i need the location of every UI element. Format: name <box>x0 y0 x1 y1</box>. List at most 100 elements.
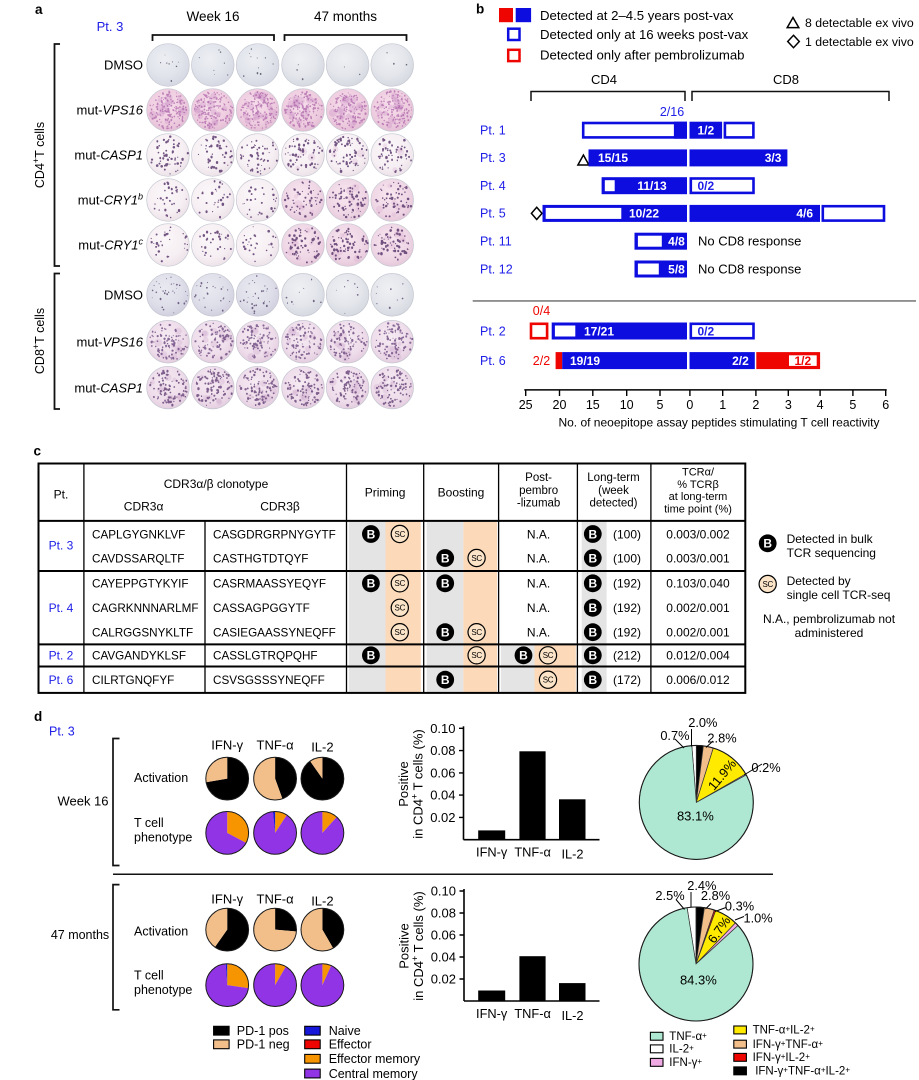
svg-text:4: 4 <box>817 398 824 412</box>
svg-text:0.002/0.001: 0.002/0.001 <box>666 626 730 640</box>
svg-text:IFN-γ: IFN-γ <box>211 892 243 907</box>
svg-text:CAYEPPGTYKYIF: CAYEPPGTYKYIF <box>92 578 189 591</box>
svg-text:PD-1 pos: PD-1 pos <box>237 1024 289 1038</box>
svg-text:Detected at 2–4.5 years post-v: Detected at 2–4.5 years post-vax <box>540 8 734 23</box>
svg-text:(100): (100) <box>613 527 641 541</box>
svg-text:2.4%: 2.4% <box>687 878 716 893</box>
svg-text:No. of neoepitope assay peptid: No. of neoepitope assay peptides stimula… <box>558 416 879 430</box>
svg-text:4/8: 4/8 <box>668 235 685 249</box>
svg-text:B: B <box>367 577 376 591</box>
svg-text:10/22: 10/22 <box>629 207 659 221</box>
svg-text:mut-CASP1: mut-CASP1 <box>74 380 143 395</box>
svg-text:SC: SC <box>395 530 406 539</box>
svg-text:detected): detected) <box>590 498 638 510</box>
svg-text:CD8: CD8 <box>773 72 799 87</box>
svg-text:CDR3α: CDR3α <box>124 500 164 514</box>
svg-text:N.A.: N.A. <box>527 577 550 591</box>
svg-text:0.02: 0.02 <box>430 810 455 825</box>
svg-text:c: c <box>34 444 42 459</box>
svg-text:Detected only at 16 weeks post: Detected only at 16 weeks post-vax <box>540 27 749 42</box>
svg-text:PD-1 neg: PD-1 neg <box>237 1038 290 1052</box>
svg-text:2.8%: 2.8% <box>701 888 730 903</box>
svg-text:SC: SC <box>762 580 773 589</box>
svg-text:Post-: Post- <box>525 472 552 484</box>
svg-text:2/2: 2/2 <box>533 354 550 368</box>
svg-text:IFN-γ+TNF-α+: IFN-γ+TNF-α+ <box>753 1039 824 1051</box>
svg-text:B: B <box>588 551 597 565</box>
svg-text:TNF-α+: TNF-α+ <box>669 1031 707 1043</box>
svg-text:0.06: 0.06 <box>430 765 455 780</box>
svg-text:CASTHGTDTQYF: CASTHGTDTQYF <box>213 552 308 565</box>
svg-text:CDR3β: CDR3β <box>260 500 300 514</box>
svg-text:CD8+T cells: CD8+T cells <box>31 308 47 374</box>
svg-text:Boosting: Boosting <box>438 486 485 500</box>
svg-text:Pt. 3: Pt. 3 <box>97 19 124 34</box>
svg-text:B: B <box>588 673 597 687</box>
svg-text:0.10: 0.10 <box>431 884 456 899</box>
svg-text:in CD4+ T cells (%): in CD4+ T cells (%) <box>410 891 426 1001</box>
svg-text:3: 3 <box>785 398 792 412</box>
svg-text:19/19: 19/19 <box>570 354 600 368</box>
svg-text:CASGDRGRPNYGYTF: CASGDRGRPNYGYTF <box>213 528 336 541</box>
svg-text:0.02: 0.02 <box>431 972 456 987</box>
svg-text:CD4+T cells: CD4+T cells <box>31 122 47 188</box>
svg-text:(192): (192) <box>613 577 641 591</box>
svg-text:B: B <box>367 649 376 663</box>
svg-text:Week 16: Week 16 <box>57 793 108 808</box>
svg-text:Detected by: Detected by <box>787 574 851 588</box>
svg-text:5: 5 <box>849 398 856 412</box>
svg-text:b: b <box>476 2 484 17</box>
svg-text:0.08: 0.08 <box>430 743 455 758</box>
svg-text:CAPLGYGNKLVF: CAPLGYGNKLVF <box>92 528 185 541</box>
svg-text:CASRMAASSYEQYF: CASRMAASSYEQYF <box>213 578 326 591</box>
svg-text:11/13: 11/13 <box>637 179 667 193</box>
svg-text:1/2: 1/2 <box>794 354 811 368</box>
svg-text:TCR sequencing: TCR sequencing <box>787 546 876 560</box>
svg-text:CASSLGTRQPQHF: CASSLGTRQPQHF <box>213 650 318 663</box>
svg-text:Pt. 4: Pt. 4 <box>480 179 506 193</box>
svg-text:1 detectable ex vivo: 1 detectable ex vivo <box>805 35 914 49</box>
svg-text:5: 5 <box>657 398 664 412</box>
svg-text:0.003/0.002: 0.003/0.002 <box>666 527 730 541</box>
svg-text:Pt.: Pt. <box>54 488 69 502</box>
svg-text:Pt. 2: Pt. 2 <box>49 649 74 663</box>
svg-text:CALRGGSNYKLTF: CALRGGSNYKLTF <box>92 627 193 640</box>
svg-text:15/15: 15/15 <box>598 151 628 165</box>
svg-text:(192): (192) <box>613 626 641 640</box>
svg-text:B: B <box>367 527 376 541</box>
svg-text:2.0%: 2.0% <box>688 715 717 730</box>
svg-text:TNF-α: TNF-α <box>514 1006 551 1021</box>
svg-text:B: B <box>441 626 450 640</box>
svg-text:1.0%: 1.0% <box>744 911 773 926</box>
svg-text:CASIEGAASSYNEQFF: CASIEGAASSYNEQFF <box>213 627 336 640</box>
svg-text:2.8%: 2.8% <box>707 731 736 746</box>
svg-text:TNF-α: TNF-α <box>257 738 295 753</box>
svg-text:0.103/0.040: 0.103/0.040 <box>666 577 730 591</box>
svg-text:% TCRβ: % TCRβ <box>677 479 719 491</box>
svg-text:No CD8 response: No CD8 response <box>698 262 801 277</box>
svg-text:IFN-γ+IL-2+: IFN-γ+IL-2+ <box>753 1052 811 1064</box>
svg-text:at long-term: at long-term <box>669 491 728 503</box>
svg-text:Activation: Activation <box>134 925 188 939</box>
svg-text:N.A.: N.A. <box>527 551 550 565</box>
svg-text:Priming: Priming <box>365 486 406 500</box>
svg-text:Pt. 6: Pt. 6 <box>49 673 74 687</box>
svg-text:SC: SC <box>543 676 554 685</box>
svg-text:SC: SC <box>395 579 406 588</box>
svg-text:Pt. 1: Pt. 1 <box>480 124 506 138</box>
svg-text:10: 10 <box>620 398 634 412</box>
svg-text:phenotype: phenotype <box>134 831 192 845</box>
svg-text:T cell: T cell <box>134 816 164 830</box>
svg-text:IFN-γ+: IFN-γ+ <box>669 1057 702 1069</box>
svg-text:Positive: Positive <box>397 923 412 969</box>
svg-text:Effector: Effector <box>329 1038 372 1052</box>
svg-text:IL-2+: IL-2+ <box>669 1043 694 1055</box>
svg-text:Pt. 5: Pt. 5 <box>480 207 506 221</box>
svg-text:N.A.: N.A. <box>527 626 550 640</box>
svg-text:mut-CRY1b: mut-CRY1b <box>78 192 143 208</box>
svg-text:B: B <box>441 551 450 565</box>
svg-text:0.2%: 0.2% <box>751 760 780 775</box>
svg-text:5/8: 5/8 <box>668 262 685 276</box>
svg-text:d: d <box>34 709 42 724</box>
svg-text:Central memory: Central memory <box>329 1067 419 1080</box>
